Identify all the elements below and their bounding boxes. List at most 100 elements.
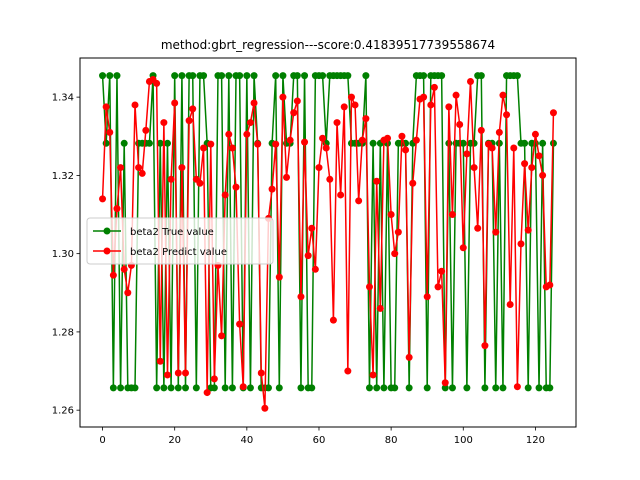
data-point xyxy=(391,250,399,258)
data-point xyxy=(521,139,529,147)
data-point xyxy=(492,228,500,236)
data-point xyxy=(236,320,244,328)
data-point xyxy=(293,97,301,105)
y-axis: 1.26 1.28 1.30 1.32 1.34 xyxy=(52,93,80,417)
data-point xyxy=(120,265,128,273)
data-point xyxy=(387,211,395,219)
data-point xyxy=(391,384,399,392)
data-point xyxy=(301,72,309,80)
data-point xyxy=(517,240,525,248)
data-point xyxy=(488,144,496,152)
data-point xyxy=(315,164,323,172)
data-point xyxy=(423,293,431,301)
data-point xyxy=(351,101,359,109)
x-axis: 0 20 40 60 80 100 120 xyxy=(99,427,545,446)
data-point xyxy=(279,72,287,80)
x-tick-label: 0 xyxy=(99,435,105,446)
data-point xyxy=(200,144,208,152)
data-point xyxy=(200,72,208,80)
data-point xyxy=(182,384,190,392)
data-point xyxy=(394,228,402,236)
data-point xyxy=(272,72,280,80)
data-point xyxy=(448,211,456,219)
data-point xyxy=(109,271,117,279)
data-point xyxy=(228,144,236,152)
data-point xyxy=(279,93,287,101)
data-point xyxy=(124,289,132,297)
data-point xyxy=(246,384,254,392)
data-point xyxy=(344,72,352,80)
data-point xyxy=(495,128,503,136)
data-point xyxy=(308,384,316,392)
data-point xyxy=(340,103,348,111)
data-point xyxy=(178,164,186,172)
data-point xyxy=(524,226,532,234)
data-point xyxy=(106,128,114,136)
data-point xyxy=(178,72,186,80)
data-point xyxy=(521,160,529,168)
data-point xyxy=(163,371,171,379)
series-line xyxy=(101,78,555,409)
data-point xyxy=(135,164,143,172)
data-point xyxy=(109,384,117,392)
data-point xyxy=(250,72,258,80)
data-point xyxy=(326,175,334,183)
data-point xyxy=(441,379,449,387)
legend-swatch-marker xyxy=(103,227,111,235)
data-point xyxy=(120,139,128,147)
data-point xyxy=(459,139,467,147)
data-point xyxy=(160,384,168,392)
data-point xyxy=(412,136,420,144)
data-point xyxy=(463,150,471,158)
data-point xyxy=(513,383,521,391)
data-point xyxy=(402,146,410,154)
data-point xyxy=(250,99,258,107)
data-point xyxy=(286,136,294,144)
y-tick-label: 1.32 xyxy=(52,171,74,182)
data-point xyxy=(301,138,309,146)
data-point xyxy=(358,136,366,144)
data-point xyxy=(337,191,345,199)
data-point xyxy=(171,99,179,107)
data-point xyxy=(539,171,547,179)
data-point xyxy=(333,119,341,127)
data-point xyxy=(459,244,467,252)
data-point xyxy=(264,384,272,392)
data-point xyxy=(384,134,392,142)
data-point xyxy=(344,367,352,375)
data-point xyxy=(369,371,377,379)
data-point xyxy=(171,72,179,80)
data-point xyxy=(153,384,161,392)
data-point xyxy=(203,389,211,397)
data-point xyxy=(218,72,226,80)
data-point xyxy=(228,384,236,392)
data-point xyxy=(409,179,417,187)
axes-frame xyxy=(79,57,577,428)
data-point xyxy=(254,140,262,148)
data-point xyxy=(362,72,370,80)
data-point xyxy=(225,130,233,138)
y-tick-label: 1.34 xyxy=(52,93,74,104)
data-point xyxy=(510,144,518,152)
data-point xyxy=(102,103,110,111)
data-point xyxy=(185,117,193,125)
data-point xyxy=(189,105,197,113)
data-point xyxy=(131,101,139,109)
x-tick-label: 100 xyxy=(454,435,473,446)
data-point xyxy=(373,384,381,392)
legend-label: beta2 True value xyxy=(130,227,214,238)
data-point xyxy=(503,111,511,119)
data-point xyxy=(355,197,363,205)
x-tick-label: 80 xyxy=(385,435,398,446)
data-point xyxy=(470,139,478,147)
data-point xyxy=(448,384,456,392)
data-point xyxy=(329,316,337,324)
data-point xyxy=(210,375,218,383)
data-point xyxy=(445,103,453,111)
data-point xyxy=(365,283,373,291)
data-point xyxy=(466,77,474,85)
legend: beta2 True value beta2 Predict value xyxy=(86,217,274,265)
data-point xyxy=(102,139,110,147)
data-point xyxy=(499,384,507,392)
data-point xyxy=(142,126,150,134)
